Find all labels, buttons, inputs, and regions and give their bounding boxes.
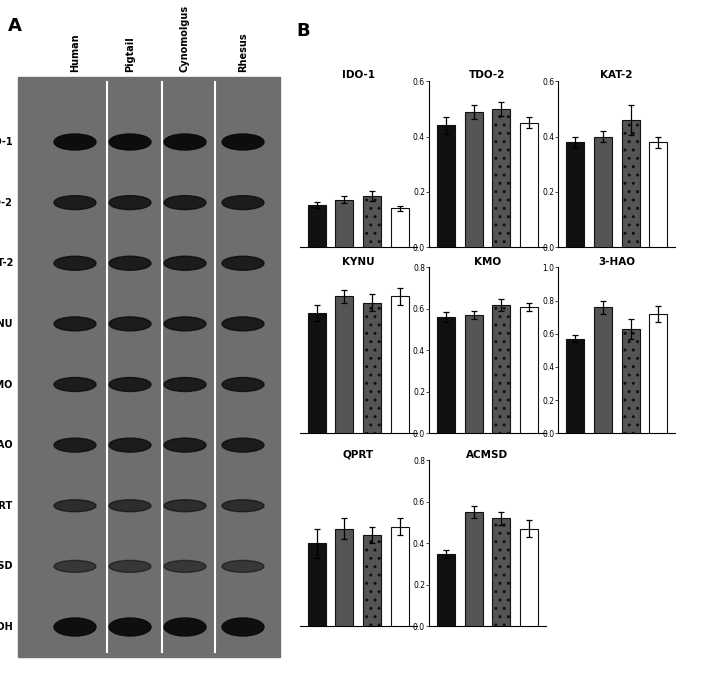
Text: ACMSD: ACMSD <box>0 561 13 571</box>
Bar <box>465 315 483 433</box>
Bar <box>437 125 455 247</box>
Bar <box>335 529 354 626</box>
Bar <box>308 313 325 433</box>
Ellipse shape <box>222 378 264 391</box>
Ellipse shape <box>222 257 264 270</box>
Ellipse shape <box>109 196 151 210</box>
Ellipse shape <box>109 438 151 452</box>
Bar <box>650 142 667 247</box>
Ellipse shape <box>222 500 264 512</box>
Bar <box>520 307 538 433</box>
Ellipse shape <box>109 378 151 391</box>
Bar <box>520 529 538 626</box>
Title: KYNU: KYNU <box>342 257 375 267</box>
Title: TDO-2: TDO-2 <box>469 70 505 81</box>
Ellipse shape <box>164 257 206 270</box>
Ellipse shape <box>109 317 151 331</box>
Ellipse shape <box>109 500 151 512</box>
Bar <box>492 305 510 433</box>
Bar <box>594 307 612 433</box>
Text: Cynomolgus: Cynomolgus <box>180 5 190 72</box>
Bar <box>566 142 584 247</box>
Bar <box>308 543 325 626</box>
Bar <box>621 120 640 247</box>
Ellipse shape <box>164 618 206 636</box>
Bar <box>566 338 584 433</box>
Bar <box>465 112 483 247</box>
Ellipse shape <box>54 196 96 210</box>
Bar <box>363 535 381 626</box>
Bar <box>492 109 510 247</box>
Text: B: B <box>296 22 310 40</box>
Ellipse shape <box>164 438 206 452</box>
Ellipse shape <box>164 500 206 512</box>
Bar <box>594 137 612 247</box>
Ellipse shape <box>54 134 96 150</box>
Text: A: A <box>8 17 22 35</box>
Text: Human: Human <box>70 33 80 72</box>
Ellipse shape <box>164 561 206 572</box>
Bar <box>391 209 409 247</box>
Ellipse shape <box>164 134 206 150</box>
Text: KMO: KMO <box>0 380 13 389</box>
Ellipse shape <box>164 378 206 391</box>
Bar <box>492 519 510 626</box>
Bar <box>437 554 455 626</box>
Bar <box>308 205 325 247</box>
Text: Rhesus: Rhesus <box>238 32 248 72</box>
Bar <box>520 123 538 247</box>
Ellipse shape <box>222 618 264 636</box>
Bar <box>621 329 640 433</box>
Bar <box>363 196 381 247</box>
Ellipse shape <box>54 317 96 331</box>
Ellipse shape <box>222 561 264 572</box>
Title: KMO: KMO <box>474 257 501 267</box>
Bar <box>391 297 409 433</box>
Text: Pigtail: Pigtail <box>125 37 135 72</box>
Ellipse shape <box>222 134 264 150</box>
Text: 3-HAO: 3-HAO <box>0 440 13 450</box>
Title: QPRT: QPRT <box>342 450 374 460</box>
Ellipse shape <box>109 561 151 572</box>
Title: IDO-1: IDO-1 <box>342 70 375 81</box>
Title: KAT-2: KAT-2 <box>600 70 633 81</box>
Ellipse shape <box>54 438 96 452</box>
Bar <box>18 77 280 657</box>
Text: IDO-1: IDO-1 <box>0 137 13 147</box>
Ellipse shape <box>109 134 151 150</box>
Ellipse shape <box>54 257 96 270</box>
Ellipse shape <box>54 561 96 572</box>
Bar <box>363 303 381 433</box>
Ellipse shape <box>109 257 151 270</box>
Bar <box>335 297 354 433</box>
Bar <box>650 314 667 433</box>
Ellipse shape <box>222 196 264 210</box>
Ellipse shape <box>54 500 96 512</box>
Text: KYNU: KYNU <box>0 319 13 329</box>
Ellipse shape <box>222 317 264 331</box>
Text: GAPDH: GAPDH <box>0 622 13 632</box>
Text: TDO-2: TDO-2 <box>0 198 13 208</box>
Ellipse shape <box>222 438 264 452</box>
Bar <box>437 317 455 433</box>
Bar <box>465 512 483 626</box>
Title: ACMSD: ACMSD <box>467 450 508 460</box>
Ellipse shape <box>164 317 206 331</box>
Ellipse shape <box>109 618 151 636</box>
Text: KAT-2: KAT-2 <box>0 258 13 268</box>
Ellipse shape <box>54 618 96 636</box>
Text: QPRT: QPRT <box>0 501 13 510</box>
Bar <box>335 200 354 247</box>
Ellipse shape <box>54 378 96 391</box>
Title: 3-HAO: 3-HAO <box>598 257 635 267</box>
Ellipse shape <box>164 196 206 210</box>
Bar <box>391 527 409 626</box>
